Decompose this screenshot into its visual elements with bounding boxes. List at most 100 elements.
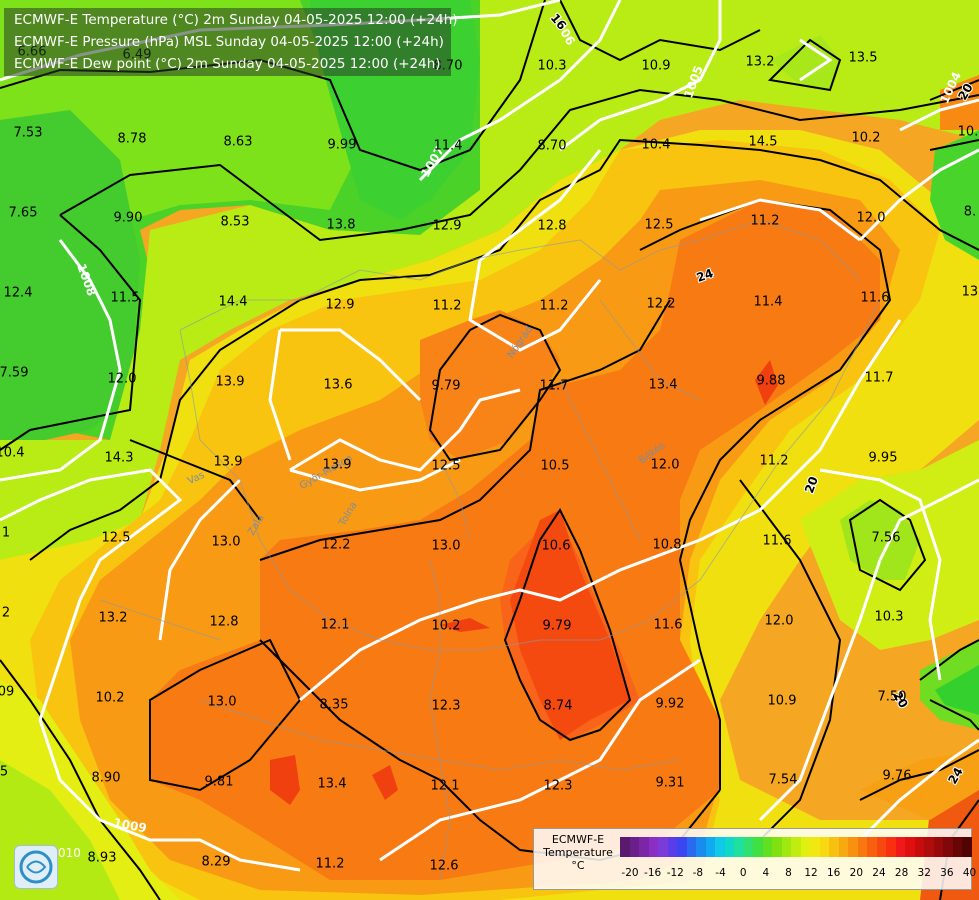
dewpoint-value: 12.0 (765, 614, 794, 629)
dewpoint-value: 11.2 (316, 857, 345, 872)
color-legend: ECMWF-E Temperature °C -20 -16 -12 -8 -4 0 4 8 1… (533, 828, 976, 890)
temperature-hotspot-3 (755, 360, 778, 405)
dewpoint-value: 12.5 (645, 218, 674, 233)
dewpoint-value: 11.7 (540, 379, 569, 394)
legend-color-swatch (696, 837, 706, 857)
dewpoint-value: 9.88 (757, 374, 786, 389)
dewpoint-value: 12.8 (538, 219, 567, 234)
dewpoint-value: 13.6 (324, 378, 353, 393)
temperature-zone-bright-green-east (935, 665, 979, 715)
dewpoint-value: 11.2 (751, 214, 780, 229)
legend-color-swatch (781, 837, 791, 857)
dewpoint-value: 13.2 (99, 611, 128, 626)
dewpoint-value: 12.9 (326, 298, 355, 313)
dewpoint-value: 13.0 (212, 535, 241, 550)
legend-tick-label: 40 (962, 867, 977, 879)
temperature-hotspot-1 (270, 755, 300, 805)
temperature-zone-yellowgreen (0, 0, 979, 560)
legend-color-swatch (848, 837, 858, 857)
legend-tick-label: -8 (692, 867, 704, 879)
legend-color-swatch (838, 837, 848, 857)
dewpoint-value: 11.2 (540, 299, 569, 314)
dewpoint-value: 10.2 (96, 691, 125, 706)
dewpoint-value: 8. (964, 205, 976, 220)
isobar-label: 1009 (112, 816, 147, 836)
dewpoint-value: 10. (958, 125, 979, 140)
dewpoint-value: 11.2 (760, 454, 789, 469)
dewpoint-value: 12.3 (544, 779, 573, 794)
temperature-hotspot-4 (440, 618, 490, 632)
legend-tick-label: 16 (827, 867, 841, 879)
dewpoint-value: 10.3 (875, 610, 904, 625)
dewpoint-value: 13.9 (214, 455, 243, 470)
legend-tick-label: 32 (917, 867, 931, 879)
dewpoint-value: 13.5 (849, 51, 878, 66)
legend-color-swatch (810, 837, 820, 857)
dewpoint-value: 13.8 (327, 218, 356, 233)
dewpoint-value: 11.6 (654, 618, 683, 633)
dewpoint-value: 12.0 (857, 211, 886, 226)
legend-color-swatch (800, 837, 810, 857)
legend-tick-label: 8 (785, 867, 792, 879)
dewpoint-value: 5 (0, 765, 8, 780)
dewpoint-value: 09 (0, 685, 14, 700)
dewpoint-value: 12.2 (322, 538, 351, 553)
legend-title-line: Temperature (543, 846, 613, 859)
dewpoint-value: 9.79 (432, 379, 461, 394)
legend-color-swatch (933, 837, 943, 857)
dewpoint-value: 7.53 (14, 126, 43, 141)
dewpoint-value: 8.90 (92, 771, 121, 786)
temperature-contour-label: 24 (695, 266, 715, 285)
legend-color-swatch (648, 837, 658, 857)
dewpoint-value: 10.4 (642, 138, 671, 153)
dewpoint-value: 10.2 (852, 131, 881, 146)
legend-color-swatch (715, 837, 725, 857)
dewpoint-value: 7.65 (9, 206, 38, 221)
dewpoint-value: 10.9 (768, 694, 797, 709)
legend-tick-label: -16 (644, 867, 662, 879)
temperature-zone-orange-ne (940, 75, 979, 130)
dewpoint-value: 12.5 (432, 459, 461, 474)
dewpoint-value: 8.63 (224, 135, 253, 150)
legend-tick-label: 0 (739, 867, 747, 879)
dewpoint-value: 11.2 (433, 299, 462, 314)
dewpoint-value: 12.2 (647, 297, 676, 312)
legend-color-swatch (924, 837, 934, 857)
dewpoint-value: 11.4 (434, 139, 463, 154)
legend-tick-label: 28 (894, 867, 909, 879)
dewpoint-value: 13.0 (208, 695, 237, 710)
legend-tick-label: -4 (715, 867, 726, 879)
logo-text: 010 (58, 846, 81, 860)
dewpoint-value: 13.4 (318, 777, 347, 792)
dewpoint-value: 10.9 (642, 59, 671, 74)
dewpoint-value: 13.2 (746, 55, 775, 70)
dewpoint-value: 7.59 (0, 366, 28, 381)
dewpoint-value: 12.1 (431, 779, 460, 794)
dewpoint-value: 8.78 (118, 132, 147, 147)
legend-tick-label: -12 (666, 867, 684, 879)
dewpoint-value: 13.4 (649, 378, 678, 393)
legend-color-swatch (886, 837, 896, 857)
dewpoint-value: 7.50 (878, 690, 907, 705)
dewpoint-value: 12.8 (210, 615, 239, 630)
legend-color-swatch (914, 837, 924, 857)
dewpoint-value: 9.90 (114, 211, 143, 226)
dewpoint-value: 8.29 (202, 855, 231, 870)
dewpoint-value: 11.7 (865, 371, 894, 386)
legend-color-swatch (762, 837, 772, 857)
legend-color-swatch (905, 837, 915, 857)
dewpoint-value: 8.93 (88, 851, 117, 866)
legend-color-swatch (943, 837, 953, 857)
dewpoint-value: 9.76 (883, 769, 912, 784)
title-temperature: ECMWF-E Temperature (°C) 2m Sunday 04-05… (14, 12, 458, 28)
temperature-zone-green-ne (930, 130, 979, 260)
legend-tick-label: -20 (621, 867, 639, 879)
dewpoint-value: 12.3 (432, 699, 461, 714)
dewpoint-value: 13. (962, 285, 979, 300)
dewpoint-value: 10.2 (432, 619, 461, 634)
dewpoint-value: 8.53 (221, 215, 250, 230)
dewpoint-value: 14.3 (105, 451, 134, 466)
dewpoint-value: 9.95 (869, 451, 898, 466)
temperature-hotspot-2 (372, 765, 398, 800)
